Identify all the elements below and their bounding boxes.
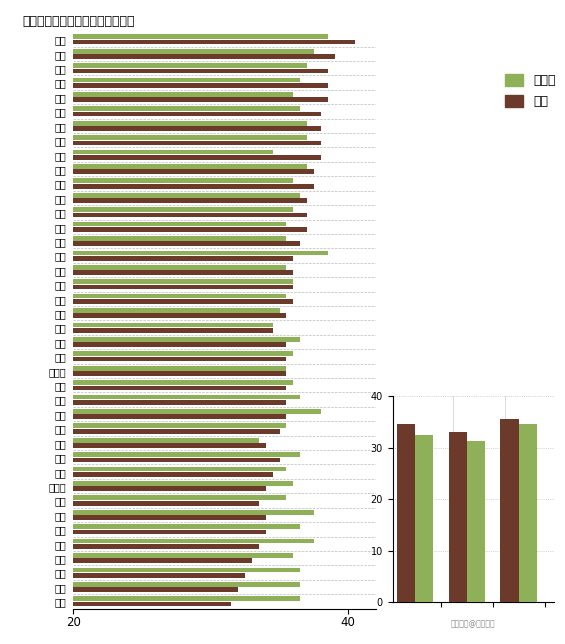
Bar xyxy=(73,573,245,578)
Bar xyxy=(73,380,293,385)
Bar xyxy=(73,207,293,212)
Bar xyxy=(73,299,293,304)
Bar xyxy=(73,193,300,198)
Bar xyxy=(73,308,280,313)
Bar xyxy=(73,596,300,601)
Bar xyxy=(73,242,300,246)
Bar xyxy=(73,529,266,535)
Bar xyxy=(73,582,300,587)
Text: 不同城市客群购房年龄分析（岁）: 不同城市客群购房年龄分析（岁） xyxy=(23,15,135,28)
Bar xyxy=(73,467,286,471)
Bar xyxy=(73,472,273,477)
Bar xyxy=(73,458,280,462)
Bar xyxy=(73,106,300,111)
Bar xyxy=(415,435,433,602)
Bar xyxy=(73,251,328,255)
Bar xyxy=(73,265,286,270)
Bar xyxy=(73,126,321,131)
Bar xyxy=(73,178,293,183)
Bar xyxy=(73,40,355,44)
Bar xyxy=(73,164,307,169)
Bar xyxy=(73,294,286,298)
Bar xyxy=(73,567,300,573)
Bar xyxy=(73,92,293,97)
Bar xyxy=(73,587,238,592)
Bar xyxy=(397,424,415,602)
Bar xyxy=(73,155,321,160)
Bar xyxy=(73,83,328,88)
Bar xyxy=(73,544,259,549)
Bar xyxy=(73,54,334,59)
Bar xyxy=(73,112,321,117)
Bar xyxy=(519,424,537,602)
Bar xyxy=(73,314,286,318)
Bar xyxy=(73,121,307,126)
Bar xyxy=(73,198,307,203)
Bar xyxy=(73,601,232,607)
Bar xyxy=(73,279,293,284)
Bar xyxy=(73,443,266,448)
Bar xyxy=(73,414,286,419)
Bar xyxy=(449,432,467,602)
Bar xyxy=(467,441,485,602)
Bar xyxy=(501,419,519,602)
Bar xyxy=(73,409,321,413)
Bar xyxy=(73,49,314,53)
Bar xyxy=(73,366,286,370)
Text: 二搜狐号@蔚然财讯: 二搜狐号@蔚然财讯 xyxy=(451,619,496,628)
Bar xyxy=(73,227,307,232)
Bar xyxy=(73,486,266,491)
Bar xyxy=(73,452,300,457)
Bar xyxy=(73,222,286,227)
Bar xyxy=(73,34,328,39)
Bar xyxy=(73,558,252,564)
Bar xyxy=(73,501,259,506)
Bar xyxy=(73,423,286,428)
Bar xyxy=(73,63,307,68)
Bar xyxy=(73,495,286,500)
Bar xyxy=(73,438,259,442)
Bar xyxy=(73,213,307,218)
Bar xyxy=(73,270,293,275)
Bar xyxy=(73,553,293,558)
Bar xyxy=(73,97,328,102)
Bar xyxy=(73,538,314,544)
Bar xyxy=(73,169,314,174)
Bar xyxy=(73,285,293,289)
Bar xyxy=(73,68,328,73)
Bar xyxy=(73,524,300,529)
Bar xyxy=(73,337,300,342)
Bar xyxy=(73,386,286,390)
Bar xyxy=(73,481,293,486)
Bar xyxy=(73,256,293,261)
Bar xyxy=(73,236,286,241)
Bar xyxy=(73,77,300,82)
Legend: 二手房, 新房: 二手房, 新房 xyxy=(505,74,556,108)
Bar xyxy=(73,371,286,376)
Bar xyxy=(73,323,273,327)
Bar xyxy=(73,357,286,361)
Bar xyxy=(73,400,286,404)
Bar xyxy=(73,515,266,520)
Bar xyxy=(73,510,314,515)
Bar xyxy=(73,343,286,347)
Bar xyxy=(73,149,273,155)
Bar xyxy=(73,395,300,399)
Bar xyxy=(73,328,273,333)
Bar xyxy=(73,140,321,146)
Bar xyxy=(73,352,293,356)
Bar xyxy=(73,184,314,189)
Bar xyxy=(73,135,307,140)
Bar xyxy=(73,429,280,433)
